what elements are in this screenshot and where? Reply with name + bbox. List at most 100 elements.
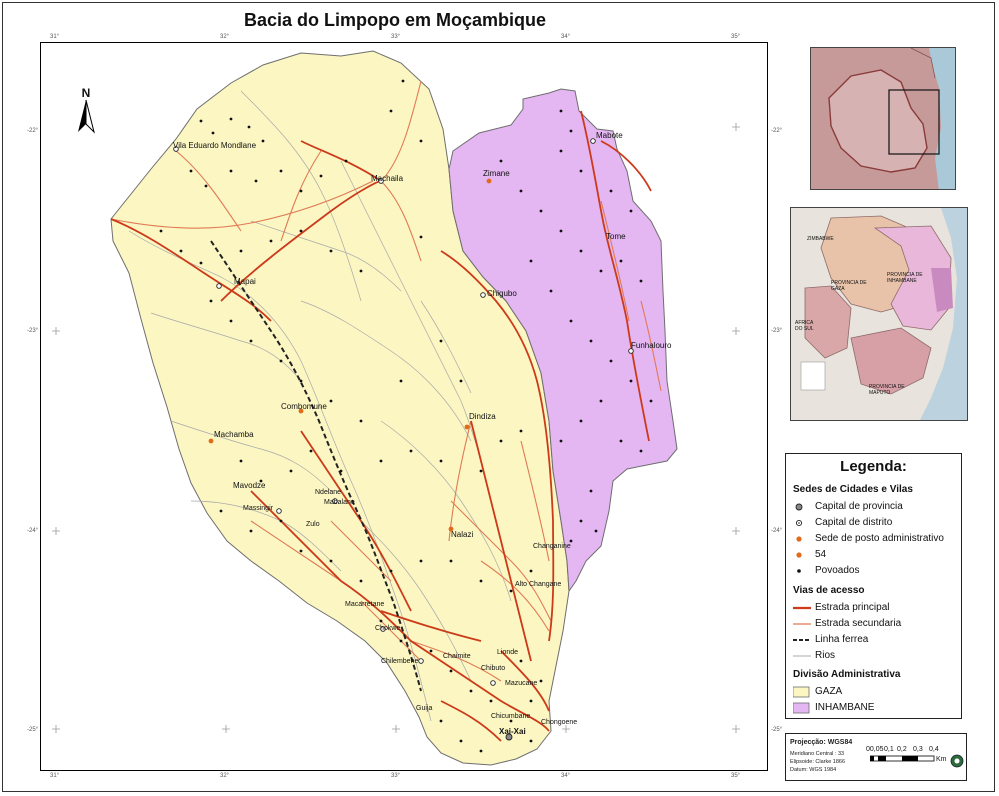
legend-item-label: Estrada secundaria	[815, 618, 902, 629]
place-label: Tome	[606, 232, 626, 241]
place-label: Chicumbane	[491, 713, 531, 720]
legend: Legenda: Sedes de Cidades e Vilas Capita…	[785, 453, 962, 719]
graticule-bottom-label: 35°	[731, 773, 741, 779]
projection-datum: Datum: WGS 1984	[790, 767, 837, 773]
legend-item-label: Povoados	[815, 565, 860, 576]
projection-title: Projecção: WGS84	[790, 739, 853, 746]
inset-provinces-svg	[791, 208, 967, 420]
river-icon	[793, 655, 811, 657]
railway-icon	[793, 639, 811, 641]
place-label: Alto Changane	[515, 581, 562, 588]
graticule-top-label: 32°	[220, 34, 230, 40]
legend-item-label: Rios	[815, 650, 836, 661]
graticule-bottom-label: 34°	[561, 773, 571, 779]
place-label: Ndelane	[315, 489, 342, 496]
place-label: Dindiza	[469, 412, 496, 421]
place-label: Machaila	[371, 174, 404, 183]
place-label: Xai-Xai	[499, 727, 526, 736]
scale-tick-label: 0,2	[897, 746, 907, 753]
legend-item: GAZA	[793, 685, 958, 699]
legend-heading-divisao: Divisão Administrativa	[793, 669, 901, 680]
place-label: Changanine	[533, 543, 571, 550]
inset-provinces-map: ZIMBABWE PROVINCIA DE GAZA PROVINCIA DE …	[790, 207, 968, 421]
scale-tick-label: 0,3	[913, 746, 923, 753]
north-arrow: N	[74, 86, 98, 136]
place-label: Combomune	[281, 402, 327, 411]
dot-ring-icon	[795, 519, 803, 527]
legend-title: Legenda:	[840, 458, 907, 475]
graticule-top-label: 31°	[50, 34, 60, 40]
place-label: Vila Eduardo Mondlane	[173, 141, 257, 150]
graticule-left-label: -22°	[27, 128, 39, 134]
district-capitals	[173, 138, 634, 686]
dot-orange-icon	[796, 552, 802, 558]
place-label: Chongoene	[541, 719, 578, 726]
province-capital	[505, 733, 513, 741]
dot-black-icon	[797, 569, 801, 573]
graticule-right-label: -23°	[771, 328, 783, 334]
graticule-top-label: 35°	[731, 34, 741, 40]
legend-item-label: Capital de distrito	[815, 517, 893, 528]
legend-item: Capital de provincia	[793, 500, 958, 514]
basin-map[interactable]	[41, 43, 769, 772]
line-main-icon	[793, 606, 811, 610]
inhambane-fill-icon	[793, 702, 810, 714]
legend-item-label: Sede de posto administrativo	[815, 533, 944, 544]
main-roads	[110, 110, 652, 742]
scale-tick-label: 00,05	[866, 746, 884, 753]
place-label: Mazucane	[505, 680, 538, 687]
legend-item-label: Estrada principal	[815, 602, 890, 613]
place-label: Chokwe	[375, 625, 401, 632]
graticule-bottom-label: 31°	[50, 773, 60, 779]
legend-item: Povoados	[793, 564, 958, 578]
legend-item: Estrada secundaria	[793, 617, 958, 631]
legend-heading-vias: Vias de acesso	[793, 585, 865, 596]
line-secondary-icon	[793, 623, 811, 625]
legend-item: Capital de distrito	[793, 516, 958, 530]
graticule-right-label: -22°	[771, 128, 783, 134]
legend-item: Rios	[793, 649, 958, 663]
place-label: Mapai	[234, 277, 256, 286]
scale-unit: Km	[936, 756, 947, 763]
inset-location-map	[810, 47, 956, 190]
inhambane-province	[448, 88, 678, 593]
place-label: Nalazi	[451, 530, 474, 539]
gaza-fill-icon	[793, 686, 810, 698]
globe-logo-icon	[950, 754, 964, 768]
inset2-label-gaza: PROVINCIA DE GAZA	[831, 280, 867, 292]
place-label: Chibuto	[481, 665, 506, 672]
graticule-right-label: -24°	[771, 528, 783, 534]
legend-item: Estrada principal	[793, 601, 958, 615]
map-title: Bacia do Limpopo em Moçambique	[243, 10, 547, 30]
place-label: Chaimite	[443, 653, 471, 660]
legend-heading-sedes: Sedes de Cidades e Vilas	[793, 484, 913, 495]
gaza-province	[110, 50, 570, 766]
inset-location-svg	[811, 48, 955, 189]
place-label: Mabalane	[324, 499, 355, 506]
legend-item-label: INHAMBANE	[815, 702, 875, 713]
place-label: Mabote	[596, 131, 623, 140]
projection-scale-box: Projecção: WGS84 Meridiano Central : 33 …	[785, 733, 967, 781]
place-label: Chigubo	[487, 289, 517, 298]
place-label: Guija	[416, 705, 433, 712]
scale-bar	[870, 755, 935, 762]
legend-item-label: Linha ferrea	[815, 634, 869, 645]
place-label: Funhalouro	[631, 341, 672, 350]
legend-item: 54	[793, 548, 958, 562]
inset2-label-zimbabwe: ZIMBABWE	[807, 236, 834, 242]
inset2-label-africa-sul: AFRICA DO SUL	[795, 320, 814, 332]
legend-item-label: GAZA	[815, 686, 843, 697]
graticule-left-label: -25°	[27, 727, 39, 733]
graticule-right-label: -25°	[771, 727, 783, 733]
graticule-top-label: 33°	[391, 34, 401, 40]
graticule-left-label: -23°	[27, 328, 39, 334]
projection-meridian: Meridiano Central : 33	[790, 751, 845, 757]
scale-tick-label: 0,4	[929, 746, 939, 753]
north-arrow-icon	[78, 99, 95, 134]
place-label: Macarretane	[345, 601, 385, 608]
map-frame[interactable]: Vila Eduardo Mondlane Machaila Mapai Zim…	[40, 42, 768, 771]
place-label: Lionde	[497, 649, 519, 656]
legend-item-label: 54	[815, 549, 827, 560]
legend-item: Linha ferrea	[793, 633, 958, 647]
